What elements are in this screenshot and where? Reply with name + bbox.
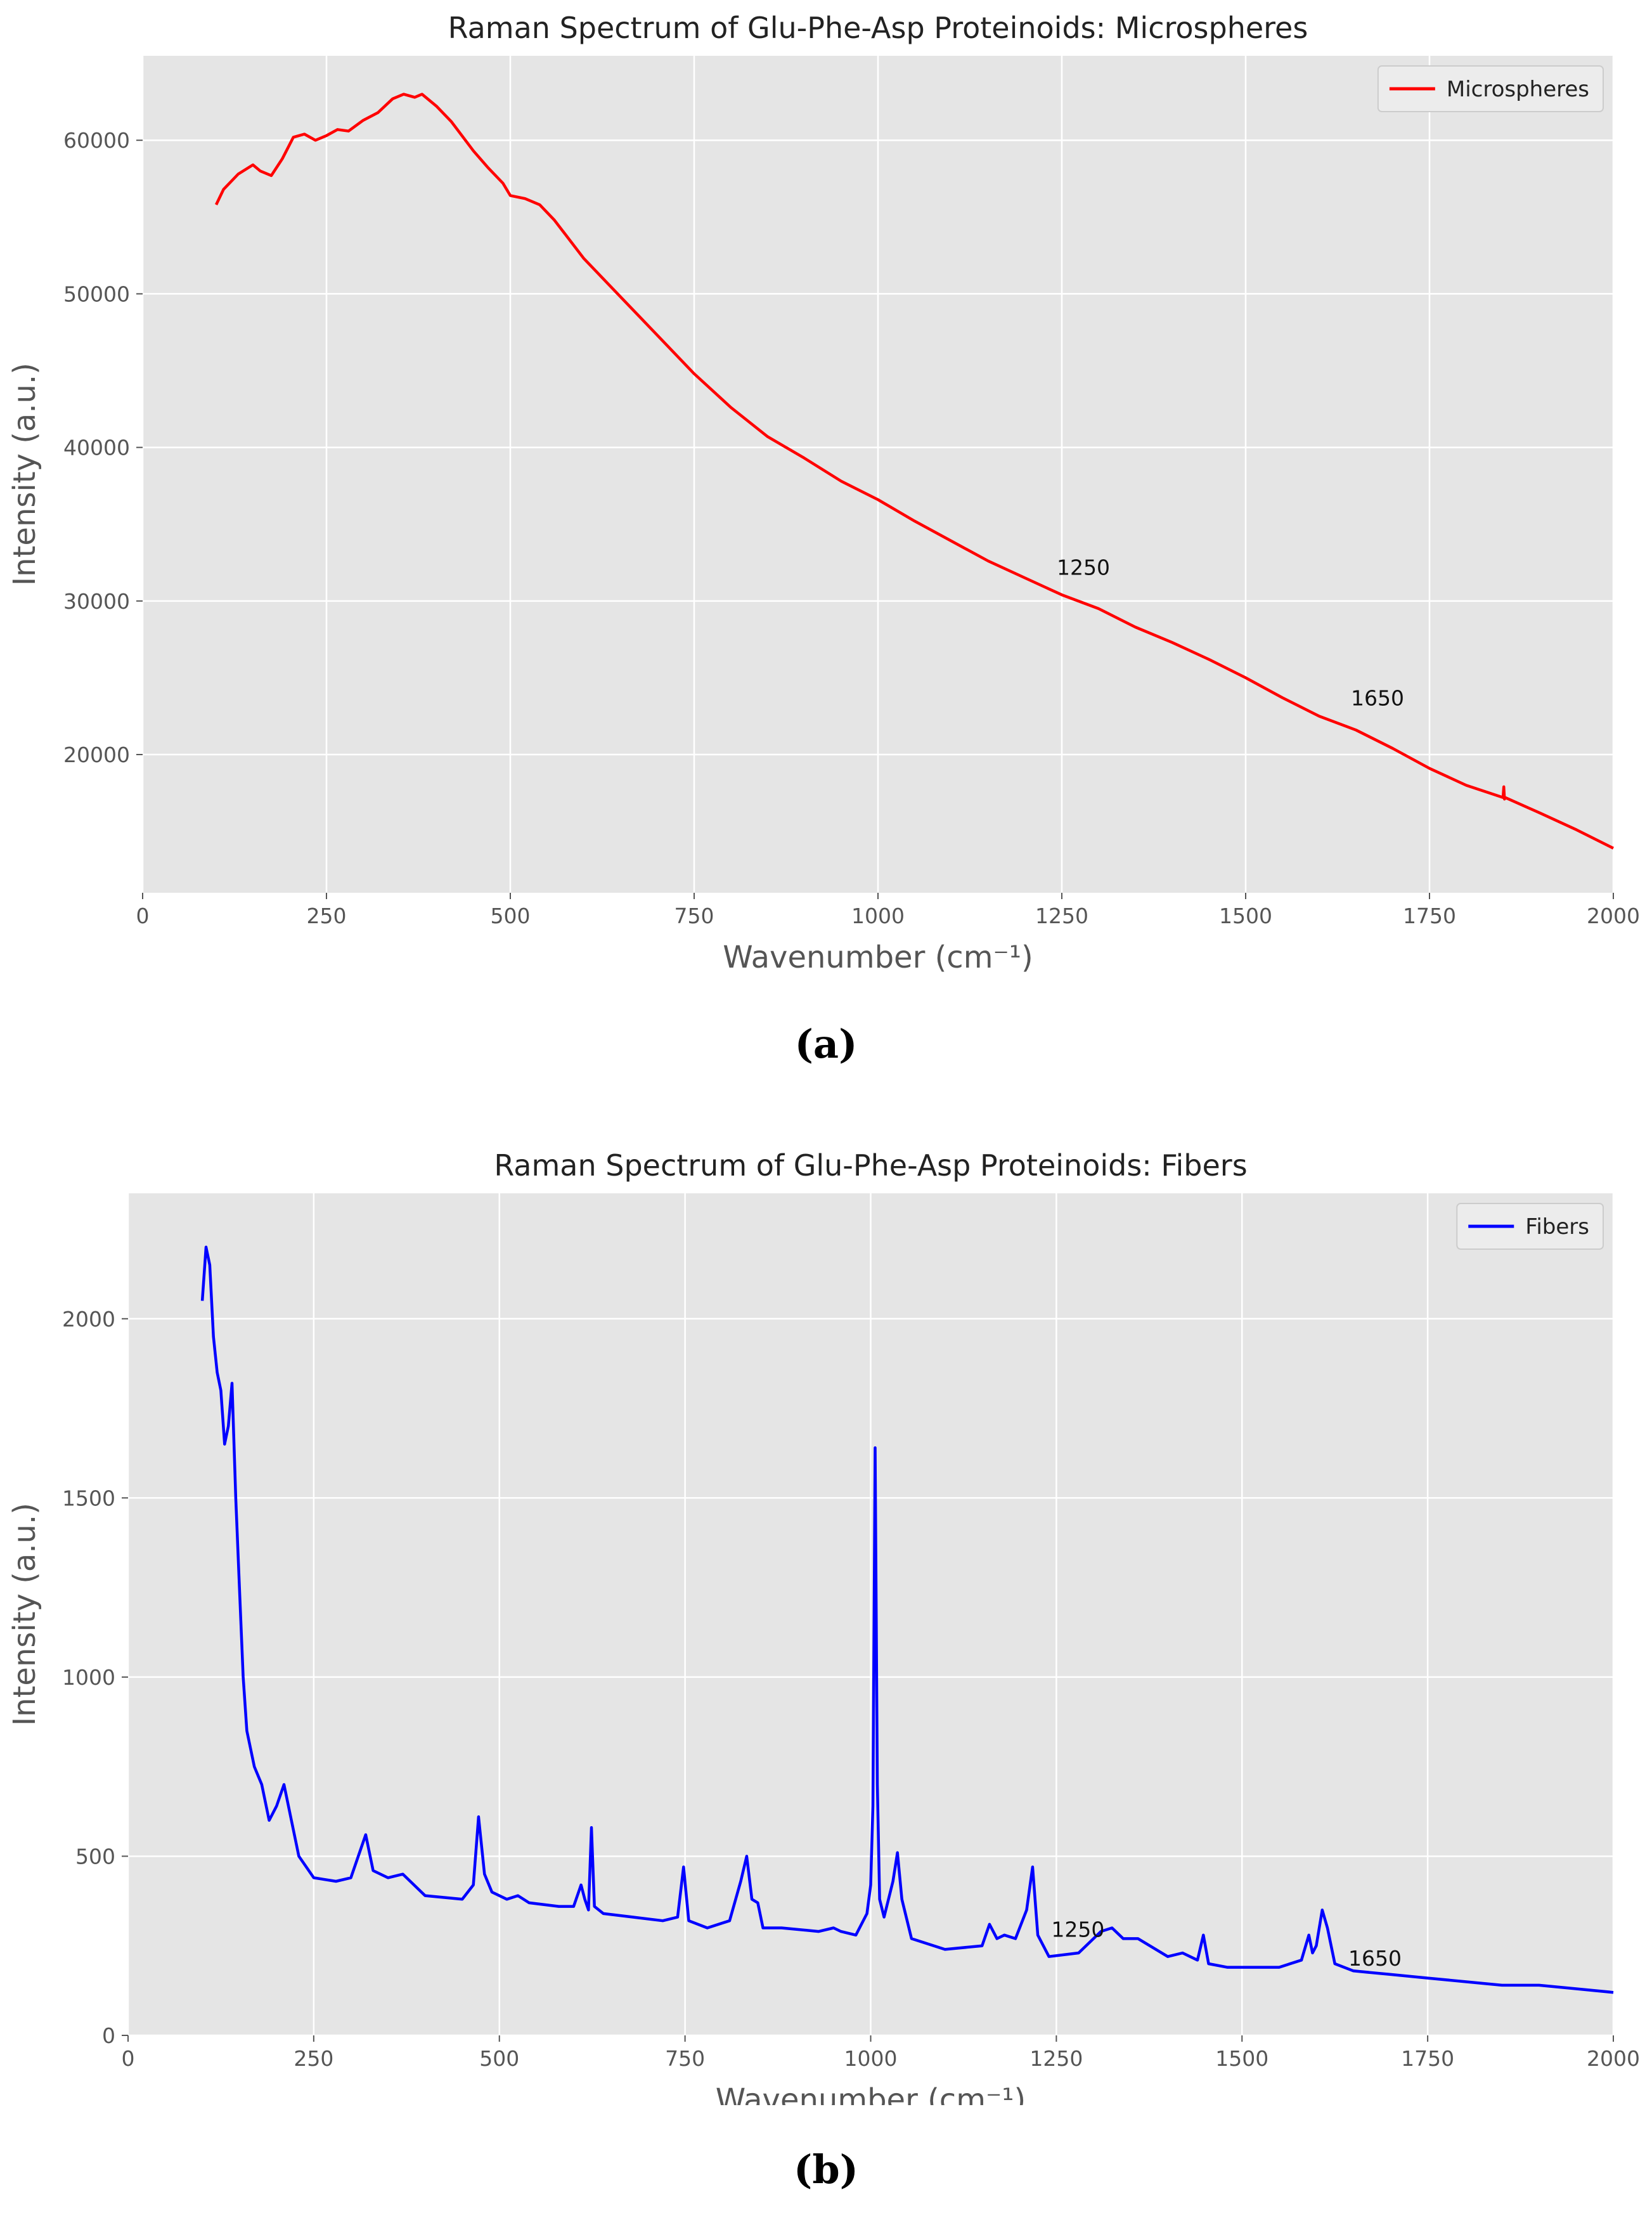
chart-1-x-tick-label: 750 (665, 2046, 705, 2071)
chart-0-annotation: 1650 (1351, 686, 1404, 711)
chart-1-y-tick-label: 2000 (62, 1307, 115, 1332)
chart-0-x-tick-label: 1250 (1035, 904, 1088, 928)
chart-1-x-tick-label: 1750 (1401, 2046, 1454, 2071)
chart-1-annotation: 1650 (1348, 1946, 1402, 1971)
chart-0-x-tick-label: 250 (307, 904, 347, 928)
chart-0-y-tick-label: 50000 (63, 282, 130, 306)
chart-1-annotation: 1250 (1051, 1917, 1104, 1942)
panel-label-a: (a) (794, 1021, 858, 1067)
chart-1-legend-label: Fibers (1525, 1214, 1589, 1240)
chart-0-x-axis-label: Wavenumber (cm⁻¹) (723, 940, 1033, 975)
chart-1-x-tick-label: 1500 (1215, 2046, 1268, 2071)
chart-0-legend-box (1377, 65, 1604, 112)
chart-0-legend: Microspheres (1377, 65, 1604, 112)
chart-1-y-tick-label: 500 (75, 1844, 115, 1869)
chart-0-y-tick-label: 30000 (63, 589, 130, 614)
figure-panel-a: 0 250 500 750 1000 1250 1500 1750 2000 20000 30000… (7, 11, 1640, 1067)
chart-1-x-tick-label: 2000 (1587, 2046, 1640, 2071)
chart-0-y-tick-label: 60000 (63, 128, 130, 153)
microspheres-chart: 0 250 500 750 1000 1250 1500 1750 2000 20000 30000… (7, 11, 1640, 975)
chart-0-x-tick-label: 0 (136, 904, 150, 928)
chart-0-ticks: 0 250 500 750 1000 1250 1500 1750 2000 20000 30000… (63, 128, 1640, 928)
chart-0-x-tick-label: 750 (674, 904, 714, 928)
figure-panel-b: 0 250 500 750 1000 1250 1500 1750 2000 0 500 1000 15… (0, 1116, 1652, 2218)
chart-0-x-tick-label: 1750 (1403, 904, 1456, 928)
panel-label-b: (b) (793, 2146, 859, 2193)
chart-1-y-tick-label: 0 (102, 2023, 115, 2048)
chart-0-legend-label: Microspheres (1447, 77, 1589, 102)
chart-0-title: Raman Spectrum of Glu-Phe-Asp Proteinoid… (448, 11, 1308, 45)
chart-1-y-axis-label: Intensity (a.u.) (7, 1503, 42, 1726)
chart-1-x-tick-label: 250 (294, 2046, 333, 2071)
chart-0-x-tick-label: 500 (491, 904, 531, 928)
chart-1-y-tick-label: 1500 (62, 1486, 115, 1510)
chart-1-legend-box (1456, 1203, 1604, 1250)
chart-1-x-axis-label: Wavenumber (cm⁻¹) (716, 2082, 1026, 2105)
chart-0-series-line-0 (214, 93, 1615, 850)
chart-0-y-tick-label: 20000 (63, 743, 130, 767)
chart-1-x-tick-label: 1250 (1029, 2046, 1083, 2071)
chart-1-x-tick-label: 1000 (844, 2046, 898, 2071)
chart-1-ticks: 0 250 500 750 1000 1250 1500 1750 2000 0 500 1000 15… (62, 1307, 1640, 2071)
chart-0-y-axis-label: Intensity (a.u.) (7, 363, 42, 586)
chart-0-x-tick-label: 1000 (851, 904, 905, 928)
chart-1-legend: Fibers (1456, 1203, 1604, 1250)
chart-0-x-tick-label: 2000 (1587, 904, 1640, 928)
chart-0-x-tick-label: 1500 (1219, 904, 1272, 928)
chart-0-y-tick-label: 40000 (63, 436, 130, 460)
chart-1-y-tick-label: 1000 (62, 1665, 115, 1690)
fibers-chart: 0 250 500 750 1000 1250 1500 1750 2000 0 500 1000 15… (7, 1148, 1640, 2105)
chart-0-annotation: 1250 (1057, 555, 1110, 580)
chart-1-series-line-0 (200, 1245, 1614, 1994)
chart-1-x-tick-label: 0 (122, 2046, 135, 2071)
chart-1-title: Raman Spectrum of Glu-Phe-Asp Proteinoid… (494, 1148, 1247, 1183)
chart-1-x-tick-label: 500 (479, 2046, 519, 2071)
